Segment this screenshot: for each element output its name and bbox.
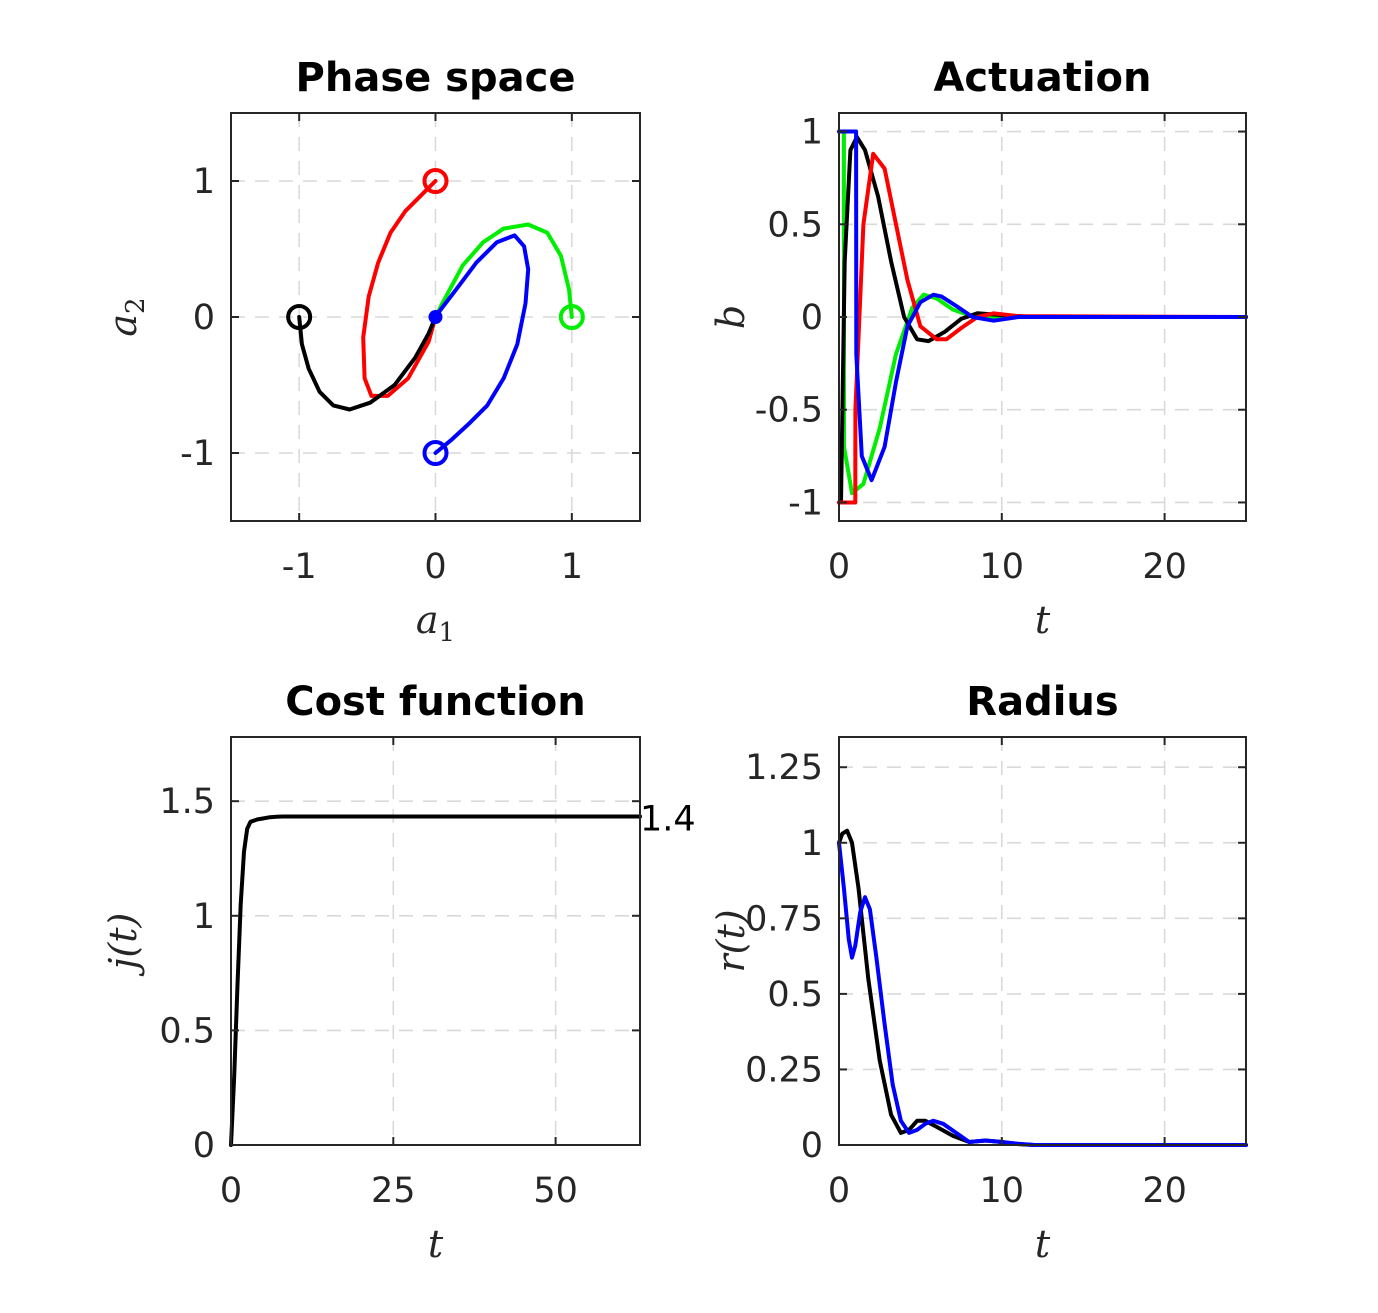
radius-x-tick-label: 20	[1142, 1171, 1187, 1211]
radius-x-tick-label: 10	[980, 1171, 1025, 1211]
cost-y-tick-label: 0	[193, 1126, 215, 1166]
actuation-y-tick-label: 0.5	[767, 205, 823, 245]
actuation-x-axis-label: t	[1035, 598, 1051, 642]
cost-x-axis-label: t	[428, 1222, 444, 1266]
phase-end-point	[428, 310, 443, 324]
actuation-y-tick-label: -0.5	[755, 391, 823, 431]
actuation-series-black	[837, 135, 1248, 505]
actuation-chart: 0 10 20 -1 -0.5 0 0.5 1 Actuation t b	[709, 55, 1248, 642]
cost-x-tick-label: 0	[220, 1171, 242, 1211]
phase-title: Phase space	[296, 55, 576, 101]
phase-y-tick-label: 0	[193, 298, 215, 338]
phase-start-marker-black	[286, 304, 313, 330]
actuation-y-tick-label: 1	[801, 113, 823, 153]
cost-x-tick-label: 25	[371, 1171, 416, 1211]
phase-series-blue	[433, 233, 531, 455]
actuation-y-tick-label: -1	[788, 483, 823, 523]
phase-series-green	[433, 222, 574, 319]
radius-y-tick-label: 0.75	[745, 899, 823, 939]
phase-y-tick-label: -1	[180, 434, 215, 474]
phase-chart: -1 0 1 -1 0 1 Phase space a1 a2	[101, 55, 641, 648]
cost-final-value-annotation: 1.4	[640, 800, 696, 840]
actuation-x-tick-label: 10	[980, 547, 1025, 587]
phase-start-marker-red	[422, 168, 449, 194]
cost-y-axis-label: j(t)	[101, 913, 145, 977]
radius-series-blue	[837, 840, 1248, 1147]
actuation-y-tick-label: 0	[801, 298, 823, 338]
cost-x-tick-label: 50	[533, 1171, 578, 1211]
actuation-title: Actuation	[933, 55, 1151, 101]
phase-series-black	[297, 315, 438, 412]
phase-x-tick-label: 1	[561, 547, 583, 587]
phase-series-red	[361, 179, 438, 398]
phase-x-tick-label: -1	[282, 547, 317, 587]
cost-axes-frame	[230, 736, 641, 1146]
actuation-x-tick-label: 0	[828, 547, 850, 587]
radius-y-tick-label: 0.25	[745, 1050, 823, 1090]
cost-title: Cost function	[285, 679, 586, 725]
radius-chart: 0 10 20 0 0.25 0.5 0.75 1 1.25 Radius t r(t)	[709, 679, 1248, 1266]
cost-y-tick-label: 1	[193, 897, 215, 937]
phase-y-tick-label: 1	[193, 162, 215, 202]
phase-x-tick-label: 0	[424, 547, 446, 587]
radius-axes-frame	[838, 736, 1247, 1146]
radius-y-tick-label: 1	[801, 824, 823, 864]
radius-y-tick-label: 1.25	[745, 748, 823, 788]
phase-x-axis-label: a1	[416, 598, 455, 648]
actuation-series-blue	[837, 129, 1248, 483]
radius-y-tick-label: 0.5	[767, 975, 823, 1015]
cost-chart: 0 25 50 0 0.5 1 1.5 Cost function t j(t) 1.4	[101, 679, 696, 1266]
actuation-y-axis-label: b	[709, 305, 753, 329]
radius-y-axis-label: r(t)	[709, 909, 753, 972]
actuation-series-green	[837, 129, 1248, 496]
phase-start-marker-green	[558, 304, 585, 330]
radius-y-tick-label: 0	[801, 1126, 823, 1166]
cost-y-tick-label: 1.5	[159, 782, 215, 822]
phase-y-axis-label: a2	[101, 297, 151, 336]
radius-x-axis-label: t	[1035, 1222, 1051, 1266]
radius-title: Radius	[966, 679, 1118, 725]
phase-start-marker-blue	[422, 440, 449, 466]
radius-series-black	[837, 828, 1248, 1147]
actuation-x-tick-label: 20	[1142, 547, 1187, 587]
cost-y-tick-label: 0.5	[159, 1011, 215, 1051]
radius-x-tick-label: 0	[828, 1171, 850, 1211]
cost-series-black	[229, 814, 642, 1147]
actuation-series-red	[837, 151, 1248, 505]
